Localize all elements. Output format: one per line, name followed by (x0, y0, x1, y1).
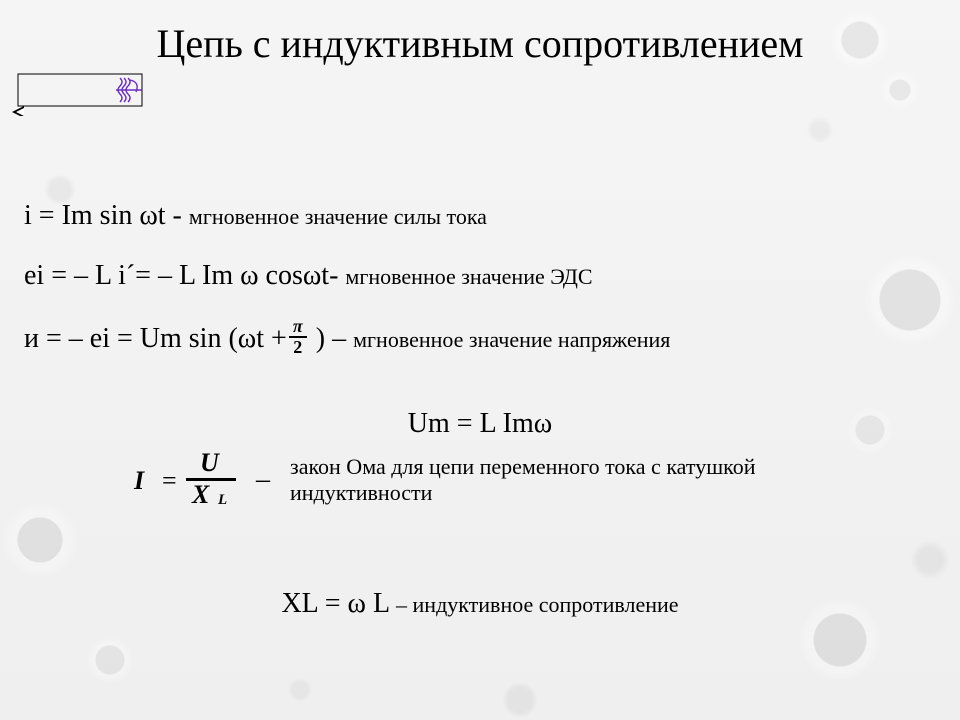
sym-I: I (134, 466, 144, 496)
dash: – (256, 464, 270, 496)
formula-desc: мгновенное значение силы тока (189, 204, 487, 229)
equation-emf: еi = – L i´= – L Im ω сosωt- мгновенное … (24, 260, 936, 292)
equation-um: Um = L Imω (0, 408, 960, 440)
ohm-desc: закон Ома для цепи переменного тока с ка… (290, 454, 810, 507)
equation-voltage: и = – еi = Um sin (ωt +π2 ) – мгновенное… (24, 318, 936, 356)
equation-xl: XL = ω L – индуктивное сопротивление (0, 588, 960, 620)
formula-text: XL = ω L (281, 588, 396, 619)
equation-current: i = Im sin ωt - мгновенное значение силы… (24, 200, 936, 232)
pi-over-2: π2 (289, 318, 307, 356)
dash: – (396, 592, 413, 617)
formula-right: ) – (309, 323, 353, 354)
slide-content: Цепь с индуктивным сопротивлением i = Im… (0, 0, 960, 720)
slide-title: Цепь с индуктивным сопротивлением (0, 22, 960, 67)
ohm-fraction: I = U X L (134, 452, 244, 508)
formula-text: Um = L Imω (408, 408, 552, 439)
formula-text: i = Im sin ωt - (24, 200, 189, 231)
formula-desc: индуктивное сопротивление (413, 592, 679, 617)
equation-ohm: I = U X L – закон Ома для цепи переменно… (24, 452, 936, 508)
sym-X: X (192, 480, 209, 510)
sym-eq: = (162, 466, 177, 496)
sym-U: U (200, 448, 219, 478)
inductor-sketch (12, 72, 148, 116)
formula-left: и = – еi = Um sin (ωt + (24, 323, 287, 354)
formula-desc: мгновенное значение ЭДС (345, 264, 592, 289)
formula-text: еi = – L i´= – L Im ω сosωt- (24, 260, 345, 291)
sym-L: L (218, 492, 227, 509)
formula-desc: мгновенное значение напряжения (353, 327, 670, 352)
